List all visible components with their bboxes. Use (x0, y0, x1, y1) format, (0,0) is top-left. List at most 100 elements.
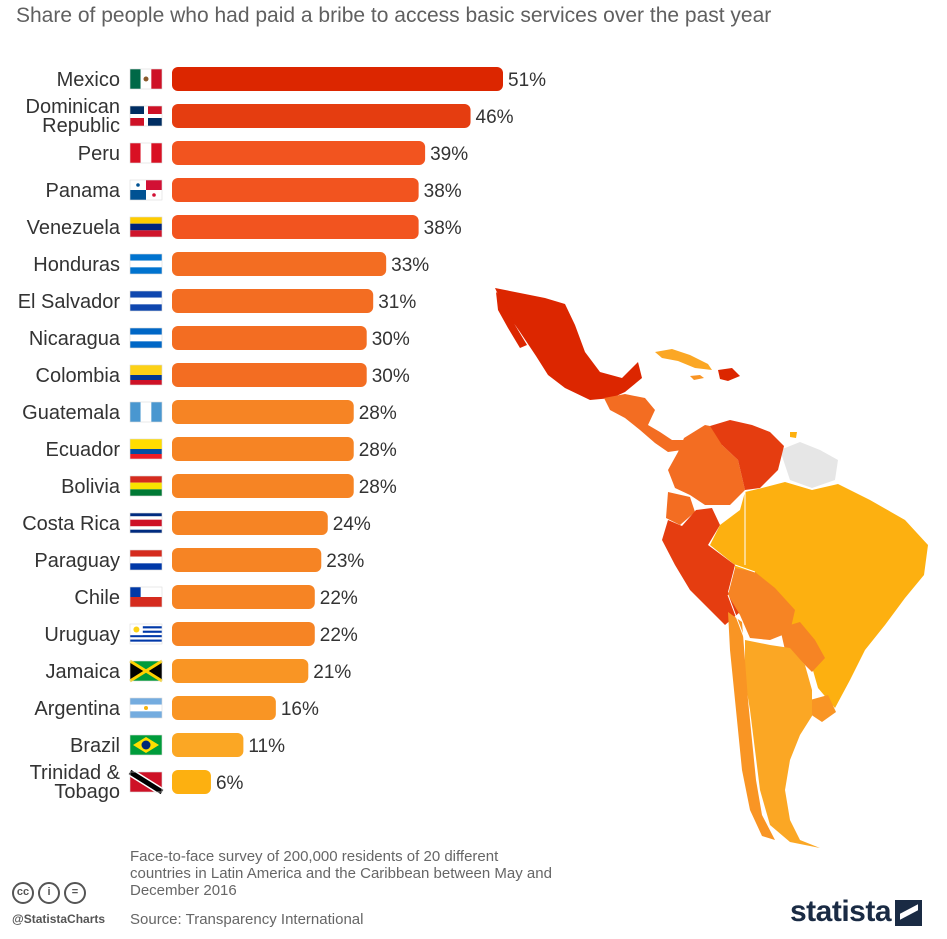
category-label: Venezuela (27, 217, 121, 239)
statista-logo[interactable]: statista (790, 895, 892, 928)
bar-brazil (172, 733, 244, 757)
survey-note: Face-to-face survey of 200,000 residents… (130, 848, 552, 899)
chile-flag-icon (129, 586, 163, 608)
category-label: Jamaica (46, 661, 121, 683)
honduras-flag-icon (129, 253, 163, 275)
peru-flag-icon (129, 142, 163, 164)
category-label: Dominican Republic (26, 96, 120, 137)
statista-handle: @StatistaCharts (12, 912, 106, 926)
costa-rica-flag-icon (129, 512, 163, 534)
map-cuba (655, 349, 712, 370)
map-mexico (495, 288, 642, 400)
map-baja (496, 292, 527, 348)
colombia-flag-icon (129, 364, 163, 386)
category-label: Ecuador (46, 439, 121, 461)
bar-bolivia (172, 474, 354, 498)
bar-honduras (172, 252, 387, 276)
value-label: 51% (508, 70, 546, 91)
bar-mexico (172, 67, 503, 91)
map-ecuador (666, 492, 695, 525)
jamaica-flag-icon (129, 659, 163, 683)
license-icons: cc i = (12, 882, 86, 904)
value-label: 38% (424, 218, 462, 239)
attribution-icon: i (38, 882, 60, 904)
venezuela-flag-icon (129, 216, 163, 238)
map-dominican-republic (718, 368, 740, 381)
category-label: Nicaragua (29, 328, 121, 350)
el-salvador-flag-icon (129, 290, 163, 312)
map-borders (727, 492, 756, 641)
category-label: Colombia (36, 365, 121, 387)
bar-jamaica (172, 659, 309, 683)
trinidad-tobago-flag-icon (127, 768, 165, 796)
value-label: 11% (248, 736, 285, 757)
value-label: 28% (359, 403, 397, 424)
map-bolivia (728, 568, 795, 640)
bar-panama (172, 178, 419, 202)
map-peru (662, 508, 740, 625)
bar-nicaragua (172, 326, 367, 350)
category-label: Peru (78, 143, 120, 165)
map-chile (728, 612, 775, 840)
value-label: 28% (359, 477, 397, 498)
bar-paraguay (172, 548, 322, 572)
category-label: Guatemala (22, 402, 121, 424)
paraguay-flag-icon (129, 549, 163, 571)
source-text: Source: Transparency International (130, 911, 364, 928)
panama-flag-icon (129, 179, 163, 201)
value-label: 24% (333, 514, 371, 535)
value-label: 31% (378, 292, 416, 313)
bar-uruguay (172, 622, 315, 646)
map-paraguay (780, 622, 825, 672)
brazil-flag-icon (129, 734, 163, 756)
bar-chile (172, 585, 315, 609)
value-label: 22% (320, 588, 358, 609)
category-label: Honduras (33, 254, 120, 276)
nicaragua-flag-icon (129, 327, 163, 349)
category-label: Costa Rica (22, 513, 121, 535)
bar-guatemala (172, 400, 354, 424)
value-label: 39% (430, 144, 468, 165)
value-label: 23% (326, 551, 364, 572)
value-label: 46% (476, 107, 514, 128)
value-label: 33% (391, 255, 429, 276)
value-label: 38% (424, 181, 462, 202)
map-colombia (668, 425, 745, 505)
creative-commons-icon: cc (12, 882, 34, 904)
value-label: 22% (320, 625, 358, 646)
category-label: El Salvador (18, 291, 121, 313)
map-brazil (710, 482, 928, 708)
category-label: Trinidad & Tobago (30, 762, 121, 803)
ecuador-flag-icon (129, 438, 163, 460)
bar-ecuador (172, 437, 354, 461)
map-central-america (604, 394, 684, 452)
value-label: 6% (216, 773, 244, 794)
bar-peru (172, 141, 426, 165)
bar-trinidad-tobago (172, 770, 211, 794)
argentina-flag-icon (129, 697, 163, 719)
map-argentina (745, 640, 820, 848)
category-label: Argentina (34, 698, 120, 720)
map-trinidad (790, 432, 797, 438)
statista-logo-mark-icon (895, 900, 922, 926)
bar-dominican-republic (172, 104, 471, 128)
map-guianas (780, 442, 838, 488)
map-venezuela (710, 420, 784, 490)
category-label: Chile (74, 587, 120, 609)
bar-colombia (172, 363, 367, 387)
value-label: 16% (281, 699, 319, 720)
category-label: Uruguay (44, 624, 120, 646)
category-label: Paraguay (34, 550, 120, 572)
dominican-republic-flag-icon (129, 105, 163, 127)
category-label: Panama (46, 180, 121, 202)
category-label: Brazil (70, 735, 120, 757)
no-derivatives-icon: = (64, 882, 86, 904)
mexico-flag-icon (129, 68, 163, 90)
bar-venezuela (172, 215, 419, 239)
value-label: 28% (359, 440, 397, 461)
uruguay-flag-icon (129, 623, 163, 645)
bar-el-salvador (172, 289, 374, 313)
bolivia-flag-icon (129, 475, 163, 497)
